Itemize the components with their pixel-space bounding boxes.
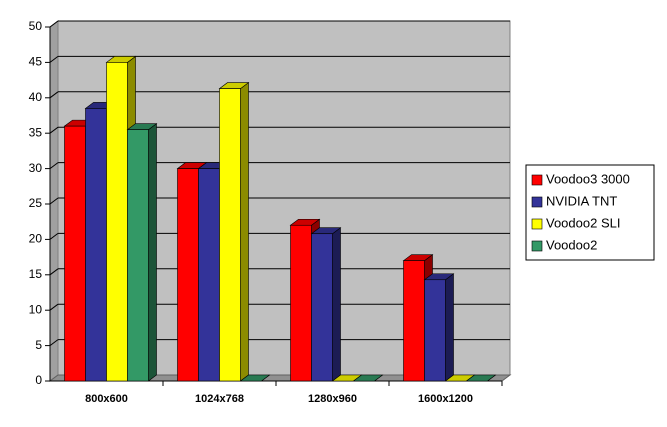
x-tick-label: 1600x1200 <box>418 393 473 405</box>
bar-top <box>465 374 497 382</box>
bar-top <box>352 374 384 382</box>
y-tick-label: 50 <box>29 19 43 33</box>
bar-side <box>332 227 341 382</box>
y-tick-label: 35 <box>29 125 43 139</box>
bar <box>290 224 312 382</box>
legend-label: Voodoo3 3000 <box>546 171 630 186</box>
bar <box>106 62 128 382</box>
legend-swatch <box>531 218 543 230</box>
y-tick-label: 5 <box>35 338 42 352</box>
grid-line <box>49 232 59 240</box>
legend-label: NVIDIA TNT <box>546 193 617 208</box>
legend-swatch <box>531 240 543 252</box>
x-tick-label: 800x600 <box>85 393 128 405</box>
x-tick-label: 1024x768 <box>195 393 244 405</box>
bar <box>198 168 220 382</box>
legend <box>525 164 655 261</box>
grid-line <box>49 91 59 99</box>
y-tick-label: 15 <box>29 267 43 281</box>
bar <box>127 129 149 382</box>
bar <box>177 168 199 382</box>
legend-label: Voodoo2 SLI <box>546 215 620 230</box>
grid-line <box>49 339 59 347</box>
bar <box>64 125 86 382</box>
y-tick-label: 0 <box>35 373 42 387</box>
grid-line <box>49 268 59 276</box>
legend-swatch <box>531 174 543 186</box>
y-tick-label: 40 <box>29 90 43 104</box>
grid-line <box>49 197 59 205</box>
grid-line <box>49 126 59 134</box>
grid-line <box>49 162 59 170</box>
bar <box>85 108 107 382</box>
y-tick-label: 45 <box>29 55 43 69</box>
grid-line <box>49 20 59 28</box>
grid-line <box>49 56 59 63</box>
bar <box>424 279 446 382</box>
y-tick-label: 10 <box>29 302 43 316</box>
legend-label: Voodoo2 <box>546 237 597 252</box>
y-tick-label: 20 <box>29 232 43 246</box>
grid-line <box>49 303 59 311</box>
y-tick-label: 30 <box>29 161 43 175</box>
bar-top <box>239 374 271 382</box>
legend-swatch <box>531 196 543 208</box>
y-tick-label: 25 <box>29 196 43 210</box>
x-tick-label: 1280x960 <box>308 393 357 405</box>
bar-side <box>445 273 454 382</box>
bar-side <box>148 123 157 382</box>
bar <box>219 88 241 382</box>
bar <box>311 233 333 382</box>
bar-side <box>240 81 249 382</box>
bar <box>403 260 425 382</box>
